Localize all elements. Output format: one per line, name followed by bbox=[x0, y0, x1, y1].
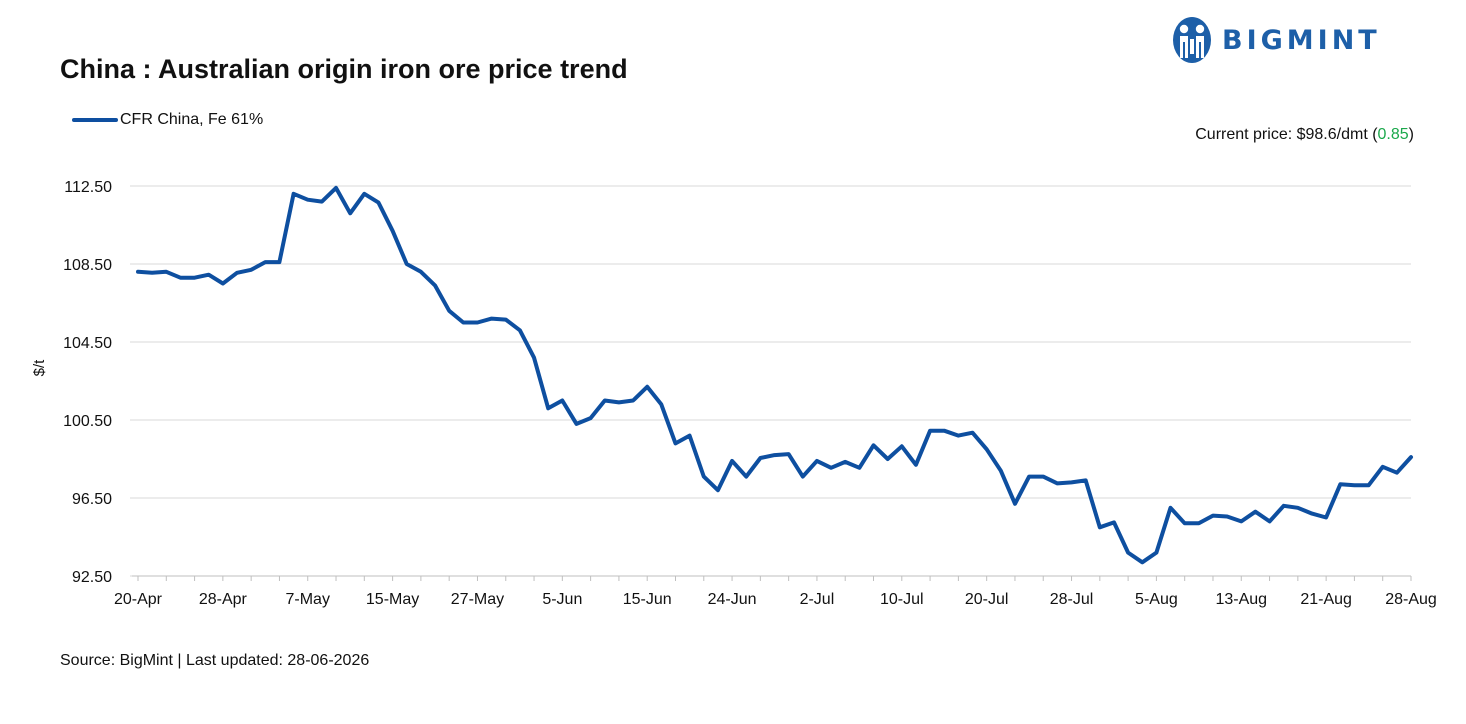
x-tick-label: 7-May bbox=[286, 591, 330, 608]
x-tick-label: 13-Aug bbox=[1215, 591, 1267, 608]
legend-swatch bbox=[72, 118, 118, 122]
legend: CFR China, Fe 61% bbox=[72, 111, 263, 129]
source-note: Source: BigMint | Last updated: 28-06-20… bbox=[60, 652, 370, 669]
legend-label: CFR China, Fe 61% bbox=[120, 111, 264, 128]
x-tick-label: 21-Aug bbox=[1300, 591, 1352, 608]
logo-mark-icon bbox=[1173, 17, 1211, 63]
chart-title: China : Australian origin iron ore price… bbox=[60, 54, 628, 84]
y-tick-label: 100.50 bbox=[63, 413, 112, 430]
x-tick-label: 28-Aug bbox=[1385, 591, 1437, 608]
x-tick-label: 15-Jun bbox=[623, 591, 672, 608]
y-tick-label: 104.50 bbox=[63, 335, 112, 352]
x-tick-label: 5-Aug bbox=[1135, 591, 1178, 608]
brand-name: BIGMINT bbox=[1222, 24, 1381, 56]
current-price-change: 0.85 bbox=[1377, 126, 1409, 143]
x-tick-label: 20-Jul bbox=[965, 591, 1009, 608]
y-tick-label: 108.50 bbox=[63, 257, 112, 274]
y-axis-title: $/t bbox=[31, 359, 48, 377]
x-tick-label: 5-Jun bbox=[542, 591, 582, 608]
y-tick-label: 112.50 bbox=[64, 179, 112, 196]
current-price: Current price: $98.6/dmt (0.85) bbox=[1195, 126, 1414, 144]
current-price-suffix: ) bbox=[1408, 126, 1414, 143]
x-tick-label: 28-Apr bbox=[199, 591, 248, 608]
x-tick-label: 28-Jul bbox=[1050, 591, 1094, 608]
x-tick-label: 10-Jul bbox=[880, 591, 924, 608]
y-tick-label: 96.50 bbox=[72, 491, 112, 508]
bigmint-logo: BIGMINT bbox=[1170, 14, 1381, 66]
x-tick-label: 27-May bbox=[451, 591, 504, 608]
x-tick-label: 2-Jul bbox=[800, 591, 835, 608]
series-line bbox=[136, 185, 1413, 565]
x-tick-label: 15-May bbox=[366, 591, 419, 608]
x-tick-label: 24-Jun bbox=[708, 591, 757, 608]
current-price-prefix: Current price: $98.6/dmt ( bbox=[1195, 126, 1378, 143]
y-tick-label: 92.50 bbox=[72, 569, 112, 586]
x-tick-label: 20-Apr bbox=[114, 591, 163, 608]
